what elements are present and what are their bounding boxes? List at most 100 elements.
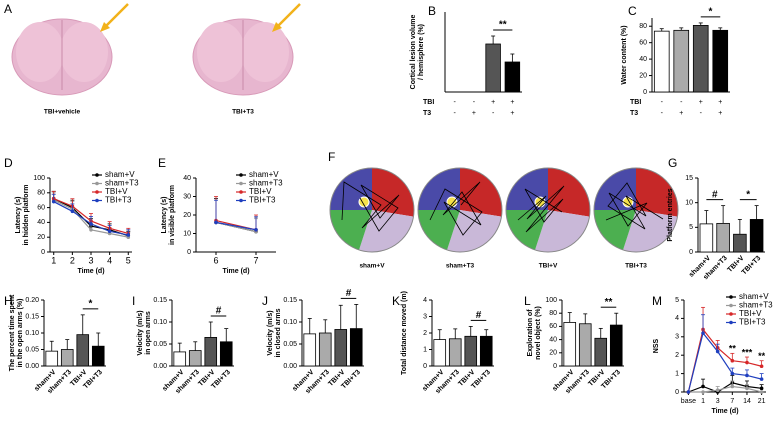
bar [349,328,363,367]
y-axis-label: in hidden platform [23,184,30,245]
swim-path [605,182,664,230]
bar [692,24,709,93]
bar [716,222,730,253]
y-axis-label: Platform entries [667,188,674,241]
y-tick-label: 20 [37,234,45,241]
point [759,390,764,394]
x-tick-label: 1 [701,398,705,405]
row-mark: + [510,99,514,106]
y-axis-label: in the open arms (%) [17,299,24,368]
error-bar [567,312,572,323]
panel-letter: M [652,294,662,308]
bar [303,333,317,367]
x-tick-label: 5 [126,255,131,265]
x-axis-label: Time (d) [222,268,249,275]
x-tick-label: TBI+T3 [741,255,763,277]
y-axis-label: Velocity (m/s) [267,310,274,355]
error-bar [679,27,684,31]
row-mark: + [679,110,683,117]
point [701,331,705,335]
bar [188,350,202,367]
x-tick-label: 14 [743,398,751,405]
y-tick-label: 0.10 [153,319,167,326]
x-tick-label: 3 [88,255,93,265]
error-bar [491,35,496,44]
error-bar [718,27,723,31]
quadrant [372,168,414,217]
y-tick-label: 0.20 [25,297,39,304]
row-mark: - [661,99,664,106]
bar [594,337,608,367]
quadrant [460,168,502,217]
bar [448,338,462,367]
legend-label: TBI+V [739,309,762,318]
error-bar [721,205,726,224]
error-bar [49,340,54,352]
swim-path [341,181,400,232]
bar [76,334,90,367]
point [730,358,735,363]
legend-marker [239,190,243,194]
point [254,228,258,232]
y-tick-label: 100 [545,297,557,304]
swim-path [517,185,565,233]
pool [505,167,591,253]
row-label: TBI [423,99,434,106]
y-tick-label: 0 [643,89,647,96]
significance-label: # [712,189,718,200]
bar [479,335,493,367]
panel-letter: E [158,156,166,170]
bar [91,345,105,367]
legend-marker [239,198,243,203]
legend-marker [239,173,243,177]
significance-label: # [346,288,352,299]
row-mark: - [453,99,456,106]
y-tick-label: 20 [549,350,557,357]
y-tick-label: 100 [33,175,45,182]
bar [433,339,447,367]
point [89,228,93,232]
y-tick-label: 10 [183,230,191,237]
x-tick-label: 1 [51,255,56,265]
image-caption: TBI+vehicle [44,109,81,116]
point [686,390,691,394]
error-bar [704,210,709,224]
pool [417,167,503,253]
error-bar [254,216,258,230]
arrow [100,3,301,32]
error-bar [96,332,101,347]
significance-label: # [476,310,482,321]
y-tick-label: 0 [423,363,427,370]
y-tick-label: 0.00 [153,363,167,370]
panel-letter: G [668,156,677,170]
y-tick-label: 0.10 [283,319,297,326]
y-tick-label: 0.15 [153,297,167,304]
y-axis-label: Exploration of [527,309,534,357]
water-maze-images [329,167,679,253]
quadrant [418,210,460,250]
row-mark: - [473,99,476,106]
significance-label: ** [758,351,766,361]
row-mark: - [453,110,456,117]
brain-slice [192,18,294,96]
y-tick-label: 0.05 [283,341,297,348]
y-tick-label: 0.05 [153,341,167,348]
bar [485,43,501,93]
row-mark: - [492,110,495,117]
x-axis-label: Time (d) [77,268,104,275]
image-caption: TBI+V [539,263,558,270]
legend-label: sham+T3 [249,179,283,188]
y-tick-label: 15 [685,175,693,182]
row-mark: + [699,99,703,106]
error-bar [698,22,703,26]
error-bar [437,329,442,340]
row-mark: - [661,110,664,117]
y-axis-label: in closed arms [275,308,282,357]
y-tick-label: 60 [37,204,45,211]
y-tick-label: 1 [675,370,679,377]
significance-label: ** [605,297,613,308]
x-tick-label: 6 [213,255,218,265]
bar [45,350,59,367]
point [51,199,56,204]
image-caption: TBI+T3 [232,109,254,116]
